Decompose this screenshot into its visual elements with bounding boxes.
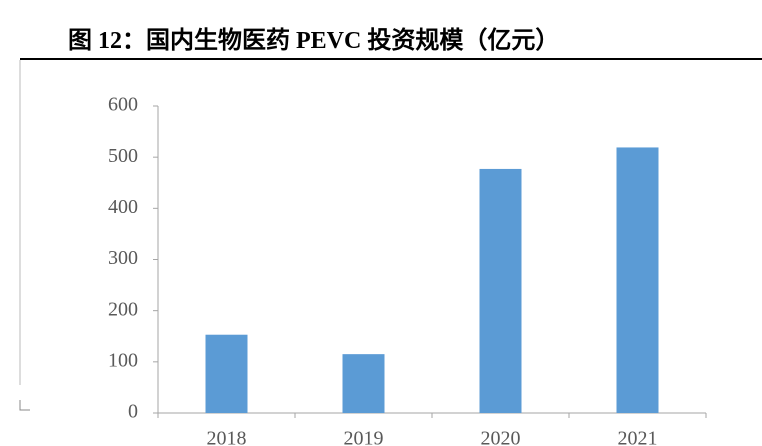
y-tick-label: 400 <box>108 196 138 218</box>
x-tick-label: 2018 <box>207 428 247 446</box>
y-tick-label: 300 <box>108 247 138 269</box>
bar <box>342 354 385 413</box>
bar <box>205 334 248 413</box>
y-tick-label: 200 <box>108 298 138 320</box>
bar <box>616 147 659 413</box>
y-tick-label: 100 <box>108 349 138 371</box>
chart-title: 图 12：国内生物医药 PEVC 投资规模（亿元） <box>68 27 559 54</box>
corner-mark <box>19 400 30 411</box>
y-tick-label: 500 <box>108 145 138 167</box>
y-tick-label: 0 <box>128 401 138 423</box>
x-tick-label: 2019 <box>344 428 384 446</box>
x-tick-label: 2021 <box>618 428 658 446</box>
x-tick-label: 2020 <box>481 428 521 446</box>
bar <box>479 168 522 413</box>
y-tick-label: 600 <box>108 94 138 116</box>
